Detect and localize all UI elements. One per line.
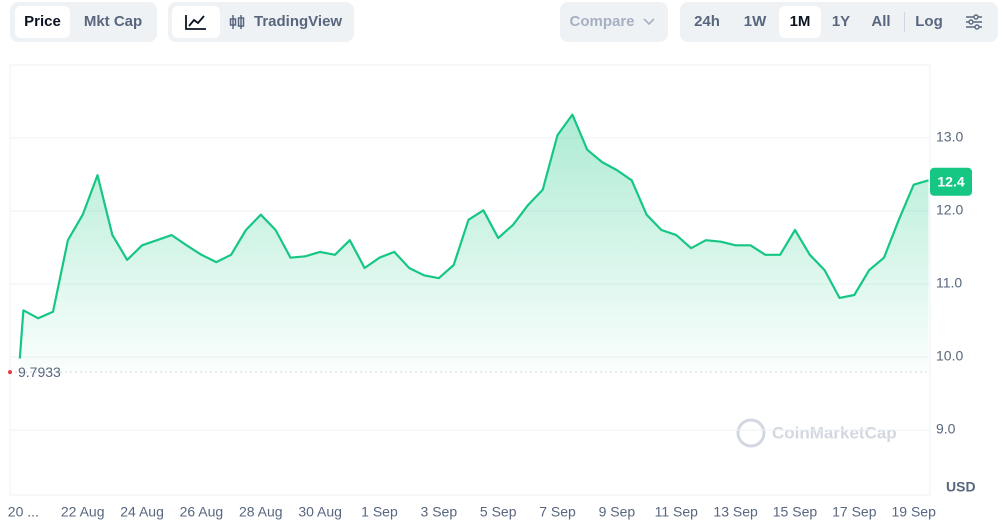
view-tabs: Price Mkt Cap [10,2,157,42]
line-chart-button[interactable] [172,6,220,38]
x-tick-label: 28 Aug [239,504,283,520]
chevron [643,18,655,26]
y-tick-label: 11.0 [936,275,962,291]
plot-frame [9,64,931,496]
y-tick-label: 10.0 [936,348,963,364]
line-icon [185,15,206,30]
watermark: CoinMarketCap [736,418,897,448]
compare-label: Compare [569,13,635,30]
settings-icon [966,14,982,30]
x-tick-label: 30 Aug [298,504,342,520]
x-tick-label: 19 Sep [891,504,936,520]
range-tabs: 24h 1W 1M 1Y All Log [680,2,998,42]
x-tick-label: 1 Sep [361,504,398,520]
y-tick-label: 12.0 [936,202,963,218]
range-1w[interactable]: 1W [743,13,767,30]
range-1y[interactable]: 1Y [831,13,851,30]
x-tick-label: 11 Sep [655,504,699,520]
settings-button[interactable] [964,14,984,30]
x-tick-label: 7 Sep [539,504,576,520]
watermark-text: CoinMarketCap [772,423,897,442]
log-toggle[interactable]: Log [915,13,943,30]
x-tick-label: 26 Aug [180,504,224,520]
range-1m[interactable]: 1M [779,6,821,38]
x-tick-label: 24 Aug [120,504,164,520]
last-price-box [930,167,972,196]
chart-tools: TradingView [168,2,354,42]
x-tick-label: 20 ... [8,504,39,520]
y-tick-label: 9.0 [936,421,956,437]
last-price-label: 12.4 [937,174,964,190]
tab-price[interactable]: Price [15,6,70,38]
x-tick-label: 5 Sep [480,504,517,520]
range-24h[interactable]: 24h [694,13,720,30]
tradingview-button[interactable]: TradingView [254,13,343,30]
price-line [18,113,929,359]
x-tick-label: 22 Aug [61,504,105,520]
y-axis-label: USD [946,479,976,495]
open-price-dot [8,370,12,375]
x-tick-label: 9 Sep [599,504,636,520]
divider [904,12,905,32]
x-tick-label: 17 Sep [832,504,877,520]
candle-icon [229,15,245,29]
x-tick-label: 15 Sep [773,504,818,520]
open-price-label: 9.7933 [18,364,61,380]
compare-dropdown[interactable]: Compare [560,2,668,42]
y-tick-label: 13.0 [936,129,963,145]
x-tick-label: 13 Sep [713,504,758,520]
tab-mkt-cap[interactable]: Mkt Cap [83,13,143,30]
area-fill [19,114,929,373]
x-tick-label: 3 Sep [421,504,458,520]
range-all[interactable]: All [871,13,891,30]
